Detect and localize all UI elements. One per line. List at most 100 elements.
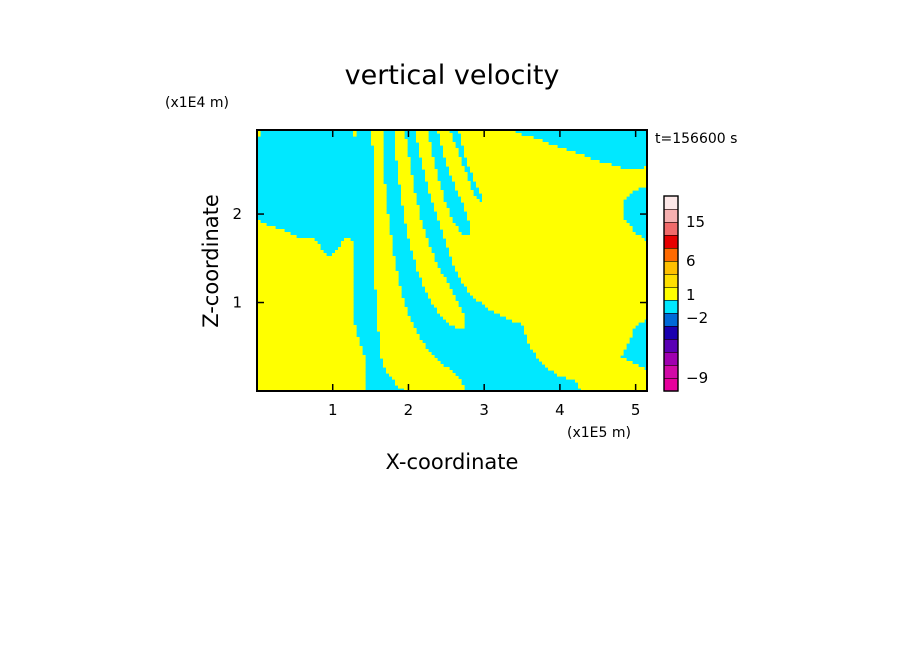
field-band xyxy=(386,370,453,374)
field-band xyxy=(374,175,384,179)
field-band xyxy=(353,130,357,134)
field-band xyxy=(419,154,432,158)
field-band xyxy=(464,154,585,158)
field-band xyxy=(434,208,450,212)
field-band xyxy=(374,244,393,248)
field-band xyxy=(257,280,354,284)
y-tick-label: 2 xyxy=(232,205,242,223)
field-band xyxy=(443,232,462,236)
field-band xyxy=(257,304,354,308)
field-band xyxy=(464,148,567,152)
field-band xyxy=(431,196,444,200)
field-band xyxy=(257,370,366,374)
field-band xyxy=(395,136,405,140)
field-band xyxy=(458,190,474,194)
field-band xyxy=(422,157,435,161)
field-band xyxy=(380,334,420,338)
field-band xyxy=(428,184,441,188)
field-band xyxy=(428,295,456,299)
field-band xyxy=(545,364,639,368)
field-band xyxy=(467,217,624,221)
field-band xyxy=(524,331,633,335)
field-band xyxy=(413,253,435,257)
colorbar-label: 1 xyxy=(686,286,696,304)
field-band xyxy=(467,163,612,167)
field-band xyxy=(530,343,627,347)
field-band xyxy=(434,205,447,209)
field-band xyxy=(380,346,426,350)
field-band xyxy=(449,172,468,176)
field-band xyxy=(404,388,465,391)
field-band xyxy=(257,379,366,383)
field-band xyxy=(440,223,456,227)
field-band xyxy=(404,214,420,218)
field-band xyxy=(374,220,390,224)
field-band xyxy=(257,349,363,353)
field-band xyxy=(458,271,647,275)
field-band xyxy=(374,280,399,284)
field-band xyxy=(257,313,354,317)
field-band xyxy=(257,385,366,389)
field-band xyxy=(374,154,384,158)
field-band xyxy=(434,304,459,308)
field-band xyxy=(374,172,384,176)
field-band xyxy=(443,148,459,152)
field-band xyxy=(461,199,480,203)
field-band xyxy=(374,253,393,257)
field-band xyxy=(443,316,465,320)
field-band xyxy=(419,274,444,278)
field-band xyxy=(257,331,357,335)
field-band xyxy=(257,271,354,275)
field-band xyxy=(341,244,354,248)
field-band xyxy=(377,304,405,308)
colorbar-segment xyxy=(663,286,679,301)
field-band xyxy=(416,133,429,137)
field-band xyxy=(482,193,630,197)
field-band xyxy=(374,196,387,200)
field-band xyxy=(335,250,354,254)
field-band xyxy=(257,295,354,299)
field-band xyxy=(395,151,408,155)
colorbar-segment xyxy=(663,221,679,236)
colorbar: 15 6 1 −2 −9 xyxy=(663,195,708,392)
field-band xyxy=(257,337,360,341)
field-band xyxy=(401,187,414,191)
field-band xyxy=(374,262,396,266)
field-band xyxy=(464,208,624,212)
field-band xyxy=(452,178,468,182)
field-band xyxy=(398,166,411,170)
field-band xyxy=(416,262,438,266)
field-band xyxy=(395,142,408,146)
field-band xyxy=(257,259,354,263)
field-band xyxy=(410,238,429,242)
field-band xyxy=(377,325,414,329)
x-tick-label: 4 xyxy=(555,401,565,419)
field-band xyxy=(446,163,462,167)
field-band xyxy=(374,169,384,173)
field-band xyxy=(338,247,354,251)
field-band xyxy=(398,160,411,164)
field-band xyxy=(431,301,459,305)
field-band xyxy=(446,160,462,164)
field-band xyxy=(416,139,429,143)
field-band xyxy=(257,223,267,227)
field-band xyxy=(377,310,408,314)
field-band xyxy=(455,187,471,191)
field-band xyxy=(377,328,417,332)
field-band xyxy=(419,142,432,146)
field-band xyxy=(527,334,633,338)
field-band xyxy=(554,370,647,374)
colorbar-segment xyxy=(663,195,679,210)
field-band xyxy=(398,175,414,179)
field-band xyxy=(257,238,315,242)
field-band xyxy=(374,268,396,272)
field-band xyxy=(380,343,426,347)
colorbar-label: 15 xyxy=(686,213,705,231)
field-band xyxy=(257,130,261,134)
field-band xyxy=(257,235,297,239)
field-band xyxy=(422,283,450,287)
y-axis-ticks: 12 xyxy=(232,205,647,312)
field-band xyxy=(530,346,627,350)
field-band xyxy=(470,223,630,227)
